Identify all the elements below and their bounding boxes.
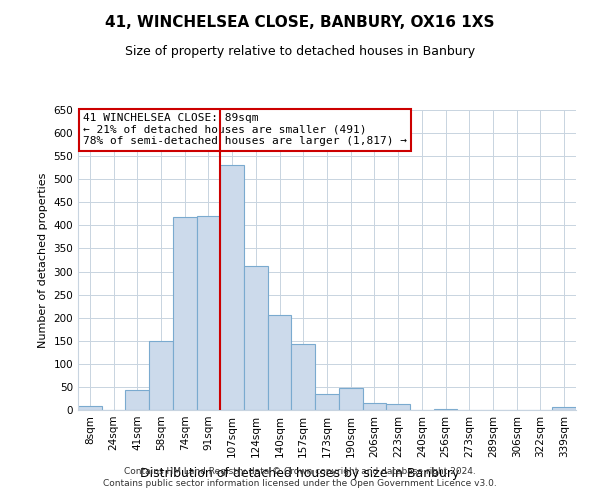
Text: 41, WINCHELSEA CLOSE, BANBURY, OX16 1XS: 41, WINCHELSEA CLOSE, BANBURY, OX16 1XS — [105, 15, 495, 30]
Bar — [434, 408, 457, 410]
Text: 41 WINCHELSEA CLOSE: 89sqm
← 21% of detached houses are smaller (491)
78% of sem: 41 WINCHELSEA CLOSE: 89sqm ← 21% of deta… — [83, 113, 407, 146]
Bar — [362, 403, 386, 410]
Bar — [552, 407, 576, 410]
Text: Size of property relative to detached houses in Banbury: Size of property relative to detached ho… — [125, 45, 475, 58]
Bar — [339, 388, 362, 410]
Text: Distribution of detached houses by size in Banbury: Distribution of detached houses by size … — [140, 467, 460, 480]
Text: Contains HM Land Registry data © Crown copyright and database right 2024.
Contai: Contains HM Land Registry data © Crown c… — [103, 466, 497, 487]
Bar — [197, 216, 220, 410]
Bar — [292, 344, 315, 410]
Bar — [315, 394, 339, 410]
Bar — [386, 404, 410, 410]
Bar — [220, 166, 244, 410]
Bar — [268, 316, 292, 410]
Bar — [149, 341, 173, 410]
Bar — [173, 217, 197, 410]
Bar — [125, 390, 149, 410]
Bar — [78, 406, 102, 410]
Bar — [244, 266, 268, 410]
Y-axis label: Number of detached properties: Number of detached properties — [38, 172, 48, 348]
